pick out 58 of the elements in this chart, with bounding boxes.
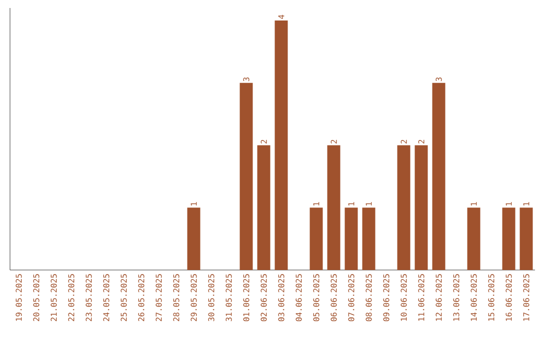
x-tick-label: 19.05.2025: [16, 274, 22, 321]
bar: [414, 145, 428, 270]
x-tick-label: 04.06.2025: [296, 274, 302, 322]
x-tick-label: 22.05.2025: [68, 274, 74, 322]
x-tick-label: 21.05.2025: [50, 274, 57, 322]
x-tick-label: 26.05.2025: [138, 274, 144, 322]
x-tick-label: 17.06.2025: [523, 274, 530, 321]
x-tick-label: 07.06.2025: [348, 274, 354, 322]
data-label: 1: [348, 202, 354, 206]
data-label: 1: [313, 202, 320, 206]
data-label: 1: [523, 202, 530, 206]
data-label: 3: [243, 77, 250, 82]
x-tick-label: 12.06.2025: [436, 274, 442, 321]
x-tick-label: 06.06.2025: [330, 274, 337, 322]
x-tick-label: 20.05.2025: [33, 274, 40, 322]
bar: [310, 208, 323, 270]
bar: [520, 208, 533, 270]
x-tick-label: 10.06.2025: [400, 274, 407, 321]
x-tick-label: 16.06.2025: [506, 274, 512, 321]
x-tick-label: 09.06.2025: [383, 274, 390, 322]
x-tick-label: 14.06.2025: [470, 274, 477, 321]
x-tick-label: 08.06.2025: [366, 274, 372, 322]
x-tick-label: 05.06.2025: [313, 274, 320, 322]
bar: [187, 208, 200, 270]
bar: [274, 20, 288, 270]
data-label: 1: [506, 202, 512, 206]
x-tick-label: 02.06.2025: [260, 274, 267, 322]
data-label: 3: [436, 77, 442, 82]
x-tick-label: 31.05.2025: [226, 274, 232, 322]
x-tick-label: 11.06.2025: [418, 274, 424, 321]
x-tick-label: 25.05.2025: [120, 274, 127, 322]
x-tick-label: 27.05.2025: [156, 274, 162, 322]
x-tick-label: 23.05.2025: [86, 274, 92, 322]
x-tick-label: 24.05.2025: [103, 274, 110, 322]
data-label: 2: [418, 140, 424, 144]
data-label: 2: [260, 140, 267, 144]
bar: [257, 145, 270, 270]
x-tick-label: 13.06.2025: [453, 274, 460, 321]
data-label: 1: [470, 202, 477, 206]
bar: [432, 82, 446, 270]
bar: [362, 208, 376, 270]
x-tick-label: 30.05.2025: [208, 274, 214, 322]
x-tick-label: 29.05.2025: [190, 274, 197, 322]
x-tick-label: 15.06.2025: [488, 274, 494, 321]
bar: [344, 208, 358, 270]
data-label: 2: [400, 140, 407, 144]
bar: [502, 208, 516, 270]
bar: [327, 145, 340, 270]
x-tick-label: 01.06.2025: [243, 274, 250, 322]
data-label: 1: [190, 202, 197, 206]
bar: [240, 82, 253, 270]
data-label: 1: [366, 202, 372, 206]
data-label: 2: [330, 140, 337, 144]
bar: [467, 208, 480, 270]
x-tick-label: 03.06.2025: [278, 274, 284, 322]
data-label: 4: [278, 14, 284, 19]
x-tick-label: 28.05.2025: [173, 274, 180, 322]
bar: [397, 145, 410, 270]
